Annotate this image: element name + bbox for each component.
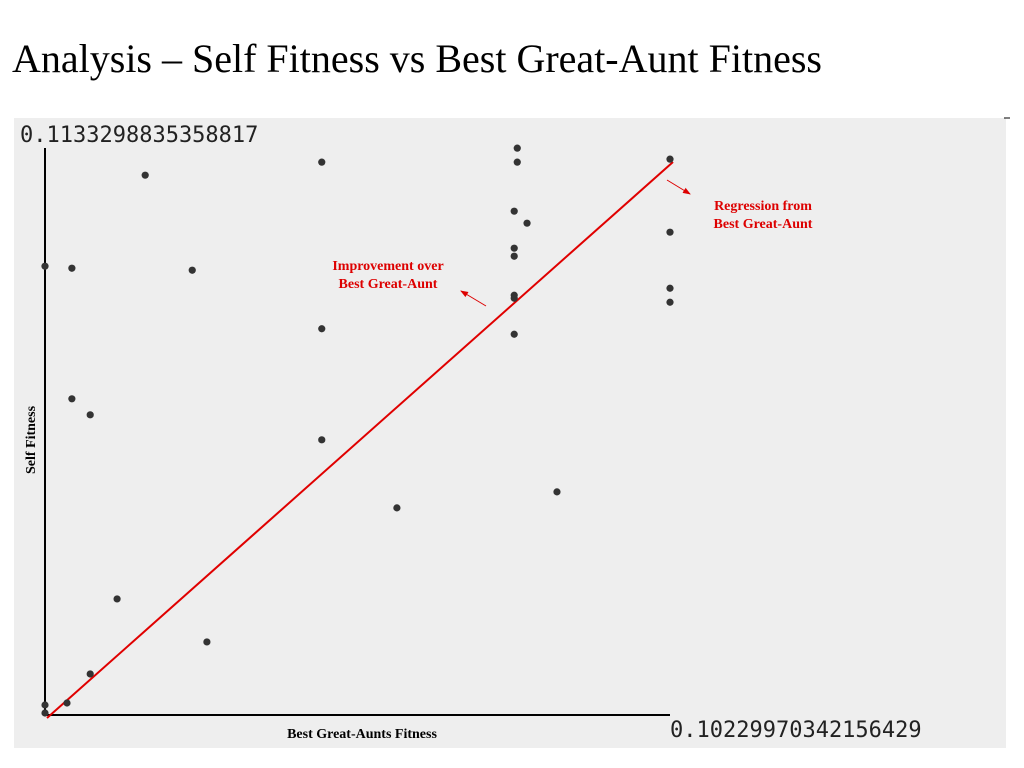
point [203,638,211,646]
point [63,699,71,707]
annotation-arrow [666,179,691,195]
point [86,670,94,678]
point [68,264,76,272]
reference-line [46,161,674,719]
x-tick-label: 0.10229970342156429 [670,718,922,743]
y-tick-label: 0.1133298835358817 [20,123,258,148]
x-axis-label: Best Great-Aunts Fitness [287,727,437,742]
annotations: Improvement over Best Great-Aunt Regressio… [332,199,812,292]
plot-background [14,118,1006,748]
annotation: Improvement over [332,259,443,274]
point [523,219,531,227]
point [666,284,674,292]
point [510,244,518,252]
point [318,325,326,333]
point [188,266,196,274]
y-axis-label: Self Fitness [24,405,39,474]
point [510,252,518,260]
point [318,158,326,166]
point [513,144,521,152]
point [318,436,326,444]
point [141,171,149,179]
annotation: Best Great-Aunt [339,277,438,292]
point [510,294,518,302]
point [666,298,674,306]
annotation-arrow [460,290,487,307]
point [41,709,49,717]
point [393,504,401,512]
annotation: Regression from [714,199,812,214]
point [113,595,121,603]
point [86,411,94,419]
point [68,395,76,403]
point [666,228,674,236]
point [553,488,561,496]
points [41,144,674,717]
point [513,158,521,166]
point [41,262,49,270]
point [510,207,518,215]
annotation: Best Great-Aunt [714,217,813,232]
point [666,155,674,163]
point [510,330,518,338]
slide-title: Analysis – Self Fitness vs Best Great-Au… [12,36,822,81]
point [41,701,49,709]
